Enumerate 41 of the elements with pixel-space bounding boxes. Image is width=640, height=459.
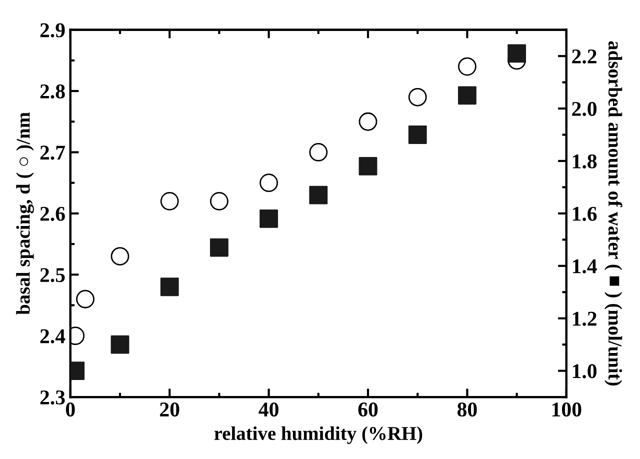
y2-tick-label: 1.6 [572,206,597,221]
y2-tick-label: 2.0 [572,102,597,116]
y-tick-label: 2.4 [40,329,66,344]
y2-tick-label: 1.4 [572,259,597,274]
point [309,186,328,204]
point [210,192,228,210]
point [309,143,328,162]
y2-tick-label: 1.8 [572,154,597,168]
point [458,57,476,76]
point [110,247,130,266]
x-tick-label: 20 [160,402,180,417]
x-tick-label: 100 [552,402,582,417]
point [160,278,179,296]
point [160,192,179,210]
x-tick-label: 60 [358,402,378,417]
y-tick-label: 2.7 [40,146,66,160]
x-tick-label: 80 [457,402,477,417]
x-axis-title: relative humidity (%RH) [214,426,422,444]
x-tick-label: 0 [66,402,75,417]
y-tick-label: 2.5 [40,268,65,282]
point [358,112,378,131]
y2-tick-label: 1.0 [572,364,597,378]
point [110,335,130,354]
point [358,157,378,176]
y2-tick-label: 2.2 [572,49,596,64]
y-axis-title: basal spacing, d ( ○ )/nm [16,112,34,315]
point [458,86,476,105]
point [210,238,228,257]
point [408,126,427,144]
y-tick-label: 2.9 [40,23,65,38]
y2-tick-label: 1.2 [572,312,596,326]
y2-axis-title: adsorbed amount of water ( ■ ) (mol/unit) [604,41,622,386]
y-tick-label: 2.6 [40,206,65,221]
x-tick-label: 40 [258,402,278,417]
point [508,44,526,63]
point [260,209,278,228]
point [76,290,94,308]
point [408,88,427,106]
y-tick-label: 2.3 [40,390,65,405]
y-tick-label: 2.8 [40,84,65,99]
point [260,174,278,192]
